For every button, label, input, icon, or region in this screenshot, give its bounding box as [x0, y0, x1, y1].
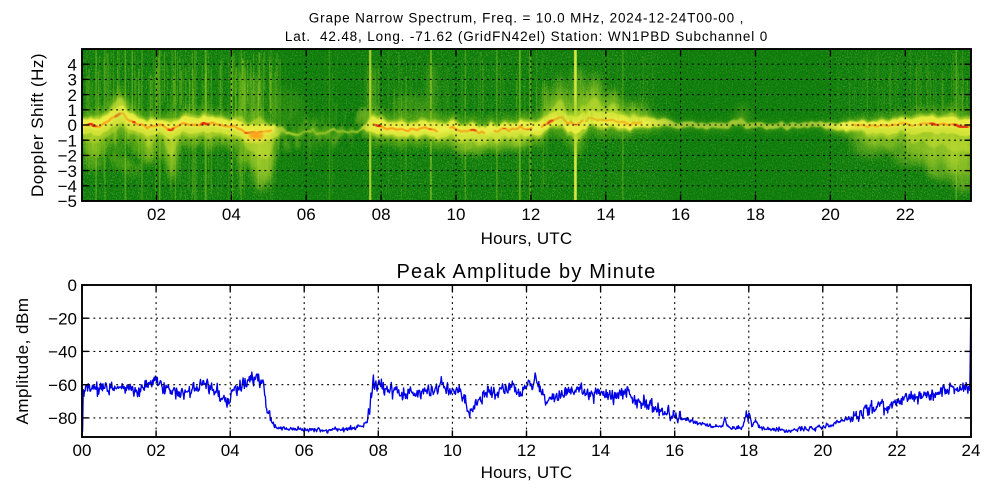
- svg-text:12: 12: [521, 205, 540, 224]
- svg-text:22: 22: [896, 205, 915, 224]
- svg-text:Hours, UTC: Hours, UTC: [481, 229, 573, 248]
- svg-text:Hours, UTC: Hours, UTC: [481, 463, 573, 482]
- svg-text:1: 1: [68, 101, 77, 120]
- svg-text:02: 02: [147, 205, 166, 224]
- svg-text:−5: −5: [58, 192, 77, 211]
- svg-text:20: 20: [813, 441, 832, 460]
- svg-text:10: 10: [447, 205, 466, 224]
- svg-text:−3: −3: [58, 162, 77, 181]
- svg-text:02: 02: [147, 441, 166, 460]
- svg-text:−20: −20: [48, 309, 77, 328]
- svg-text:06: 06: [295, 441, 314, 460]
- svg-text:14: 14: [591, 441, 610, 460]
- svg-text:10: 10: [443, 441, 462, 460]
- svg-text:4: 4: [68, 55, 77, 74]
- svg-text:Amplitude, dBm: Amplitude, dBm: [13, 298, 32, 425]
- svg-text:24: 24: [962, 441, 981, 460]
- svg-text:12: 12: [517, 441, 536, 460]
- svg-text:3: 3: [68, 71, 77, 90]
- svg-text:Doppler Shift (Hz): Doppler Shift (Hz): [28, 53, 47, 197]
- svg-text:18: 18: [739, 441, 758, 460]
- svg-text:16: 16: [665, 441, 684, 460]
- svg-text:0: 0: [68, 276, 77, 295]
- svg-text:04: 04: [222, 205, 241, 224]
- svg-text:14: 14: [596, 205, 615, 224]
- svg-text:18: 18: [746, 205, 765, 224]
- svg-text:2: 2: [68, 86, 77, 105]
- svg-text:−80: −80: [48, 409, 77, 428]
- svg-text:Peak Amplitude by Minute: Peak Amplitude by Minute: [396, 261, 656, 283]
- svg-text:20: 20: [821, 205, 840, 224]
- svg-text:00: 00: [73, 441, 92, 460]
- svg-text:−2: −2: [58, 147, 77, 166]
- svg-text:−4: −4: [58, 177, 77, 196]
- svg-text:04: 04: [221, 441, 240, 460]
- svg-text:16: 16: [671, 205, 690, 224]
- svg-text:08: 08: [369, 441, 388, 460]
- svg-text:−40: −40: [48, 343, 77, 362]
- svg-text:−60: −60: [48, 376, 77, 395]
- svg-text:0: 0: [68, 116, 77, 135]
- svg-text:Grape Narrow Spectrum, Freq. =: Grape Narrow Spectrum, Freq. = 10.0 MHz,…: [309, 11, 744, 26]
- svg-text:−1: −1: [58, 131, 77, 150]
- svg-text:06: 06: [297, 205, 316, 224]
- svg-text:22: 22: [887, 441, 906, 460]
- svg-text:08: 08: [372, 205, 391, 224]
- svg-text:Lat. 42.48, Long. -71.62 (Gri: Lat. 42.48, Long. -71.62 (GridFN42el) St…: [285, 29, 768, 44]
